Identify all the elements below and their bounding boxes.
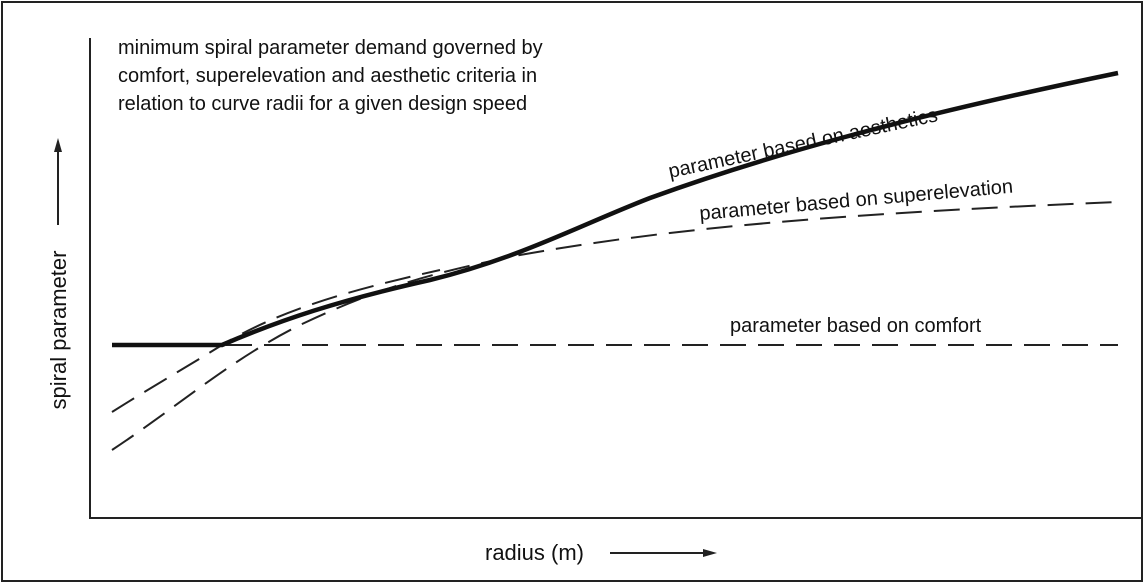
aesthetics-extension bbox=[111, 269, 441, 413]
x-axis-label: radius (m) bbox=[485, 540, 584, 565]
y-axis-label: spiral parameter bbox=[46, 251, 71, 410]
y-arrow-head bbox=[54, 138, 62, 152]
aesthetics-curve bbox=[112, 70, 1119, 348]
curve-label: parameter based on comfort bbox=[730, 315, 982, 337]
title-line: minimum spiral parameter demand governed… bbox=[118, 37, 543, 59]
superelevation-curve bbox=[111, 201, 1119, 451]
x-arrow-head bbox=[703, 549, 717, 557]
title-line: relation to curve radii for a given desi… bbox=[118, 93, 527, 115]
title-line: comfort, superelevation and aesthetic cr… bbox=[118, 65, 537, 87]
